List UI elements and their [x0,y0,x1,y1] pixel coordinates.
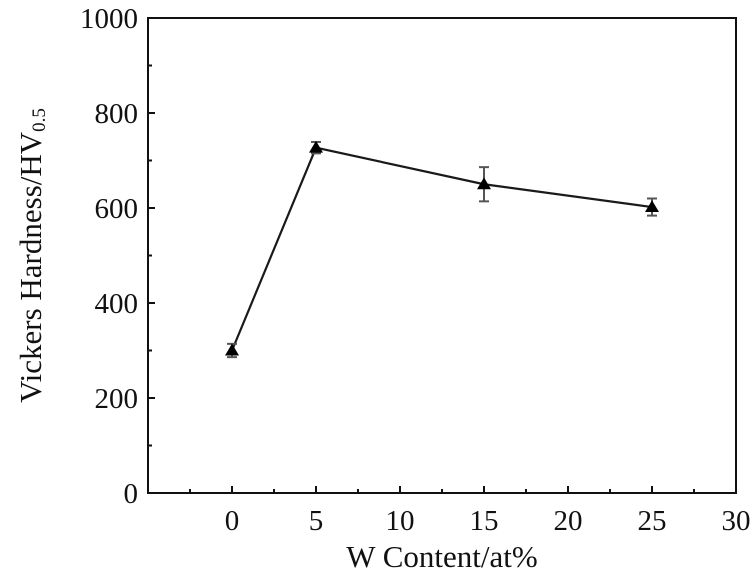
y-tick-label: 800 [95,98,139,130]
x-tick-label: 5 [309,505,324,537]
y-tick-label: 1000 [80,3,138,35]
y-axis-label-main: Vickers Hardness/HV [13,131,48,403]
data-point-marker [225,343,239,356]
axis-ticks [148,17,737,494]
y-tick-label: 0 [124,478,139,510]
series-line [230,146,653,351]
tick-labels: 0 200 400 600 800 1000 0 5 10 15 20 25 30 [80,3,751,537]
y-tick-label: 200 [95,383,139,415]
x-axis-label: W Content/at% [346,539,537,574]
plot-area-frame [147,17,737,494]
x-tick-label: 15 [470,505,499,537]
x-tick-label: 20 [554,505,583,537]
y-tick-label: 600 [95,193,139,225]
y-tick-label: 400 [95,288,139,320]
x-tick-label: 10 [386,505,415,537]
data-point-marker [309,140,323,153]
x-tick-label: 25 [638,505,667,537]
series-layer [225,140,659,359]
data-point-marker [477,177,491,190]
x-tick-label: 30 [722,505,751,537]
y-axis-label: Vickers Hardness/HV0.5 [13,108,50,403]
x-tick-label: 0 [225,505,240,537]
y-axis-label-subscript: 0.5 [29,108,50,132]
data-point-marker [645,200,659,212]
